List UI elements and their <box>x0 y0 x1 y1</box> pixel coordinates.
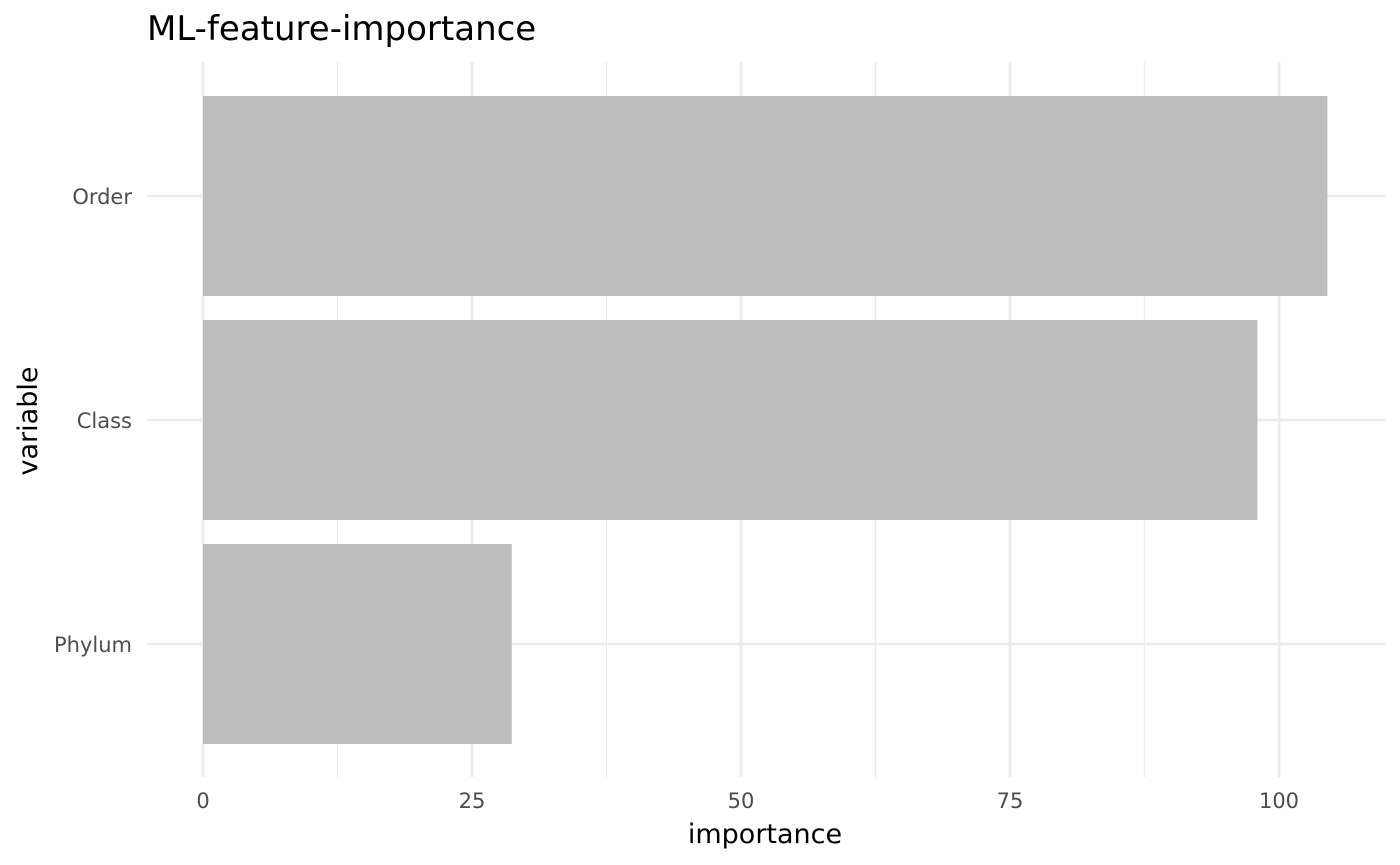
x-tick-label: 50 <box>728 789 755 813</box>
y-axis-title: variable <box>13 367 44 476</box>
x-tick-label: 0 <box>196 789 209 813</box>
x-tick-label: 25 <box>459 789 486 813</box>
bar-phylum <box>203 544 512 744</box>
y-tick-label: Order <box>72 185 132 209</box>
y-tick-label: Class <box>77 409 132 433</box>
bars <box>203 96 1328 744</box>
x-axis-ticks: 0 25 50 75 100 <box>196 789 1299 813</box>
bar-class <box>203 320 1258 520</box>
x-tick-label: 75 <box>997 789 1024 813</box>
y-tick-label: Phylum <box>54 633 132 657</box>
x-tick-label: 100 <box>1259 789 1299 813</box>
y-axis-ticks: Order Class Phylum <box>54 185 132 657</box>
chart-title: ML-feature-importance <box>147 9 536 49</box>
x-axis-title: importance <box>688 819 842 850</box>
bar-order <box>203 96 1328 296</box>
